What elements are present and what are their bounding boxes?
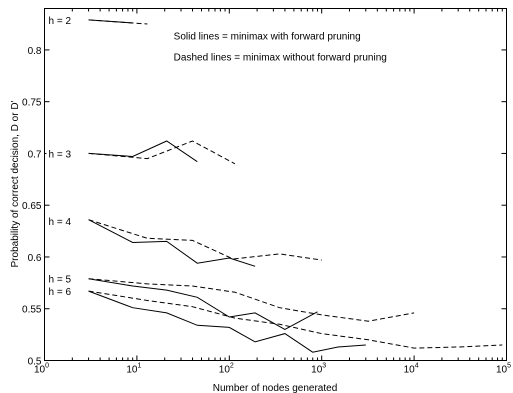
x-tick-label: 102 — [219, 363, 234, 376]
legend-note: Solid lines = minimax with forward pruni… — [174, 32, 361, 43]
y-tick-label: 0.6 — [28, 253, 42, 264]
series-line-solid — [88, 290, 366, 353]
y-tick-label: 0.8 — [28, 46, 42, 57]
series-line-dashed — [88, 219, 322, 261]
depth-label: h = 4 — [49, 217, 72, 228]
depth-label: h = 2 — [49, 16, 72, 27]
depth-label-bg — [46, 13, 73, 26]
y-axis-label: Probability of correct decision, D or D' — [10, 100, 21, 267]
series-line-solid — [88, 219, 256, 267]
depth-label: h = 3 — [49, 149, 72, 160]
depth-label-bg — [46, 272, 73, 285]
depth-label-bg — [46, 147, 73, 160]
y-tick-label: 0.65 — [22, 201, 42, 212]
series-layer — [88, 19, 503, 353]
x-tick-label: 100 — [34, 363, 49, 376]
x-axis-label: Number of nodes generated — [213, 383, 338, 393]
series-line-dashed — [88, 290, 503, 349]
y-tick-label: 0.7 — [28, 149, 42, 160]
depth-label-bg — [46, 285, 73, 298]
y-axis-ticks: 0.5 0.55 0.6 0.65 0.7 0.75 0.8 — [22, 46, 507, 368]
depth-labels: h = 2 h = 3 h = 4 h = 5h = 6 — [46, 13, 73, 298]
y-tick-label: 0.55 — [22, 305, 42, 316]
series-line-solid — [88, 140, 198, 163]
depth-label: h = 5 — [49, 275, 72, 286]
x-tick-label: 104 — [404, 363, 419, 376]
x-tick-label: 101 — [126, 363, 141, 376]
series-line-solid — [88, 278, 318, 330]
depth-label: h = 6 — [49, 287, 72, 298]
y-tick-label: 0.5 — [28, 357, 42, 368]
annotations: Solid lines = minimax with forward pruni… — [174, 32, 387, 64]
y-tick-label: 0.75 — [22, 98, 42, 109]
series-line-solid — [88, 19, 133, 24]
x-axis-ticks: 100 101 102 103 104 105 — [34, 8, 511, 376]
plot-frame — [44, 8, 507, 361]
x-tick-label: 105 — [496, 363, 511, 376]
depth-label-bg — [46, 214, 73, 227]
legend-note: Dashed lines = minimax without forward p… — [174, 52, 387, 63]
series-line-dashed — [88, 278, 415, 322]
x-tick-label: 103 — [311, 363, 326, 376]
series-line-dashed — [88, 140, 236, 165]
series-line-dashed — [88, 19, 148, 25]
